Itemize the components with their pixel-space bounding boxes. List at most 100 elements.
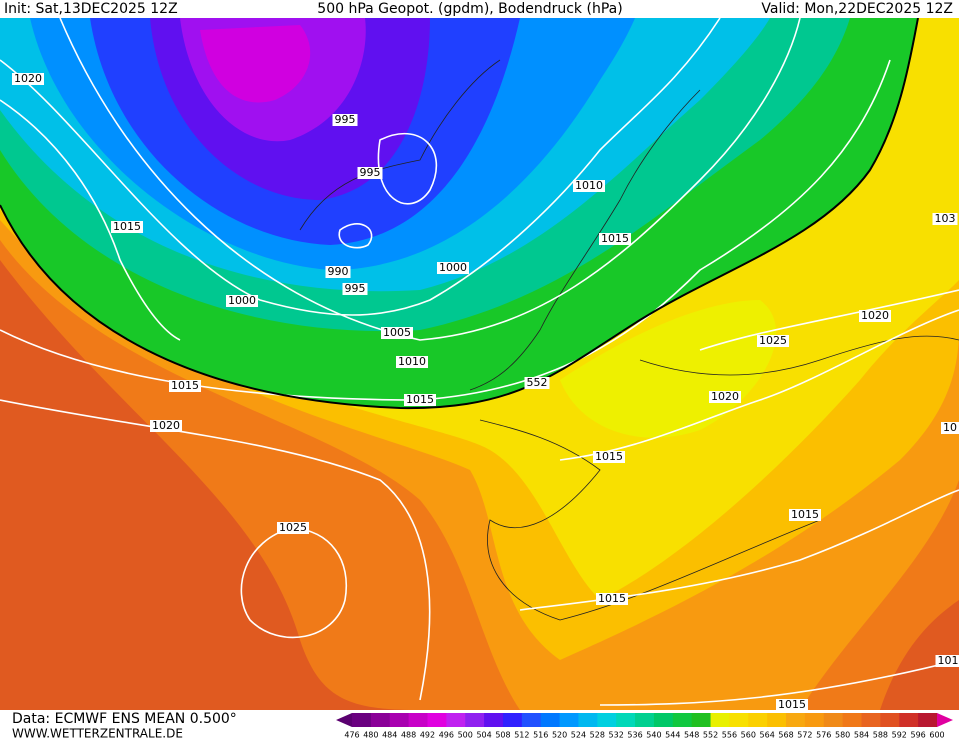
- isobar-label-box: [404, 394, 436, 406]
- colorbar-label: 540: [646, 731, 661, 740]
- isobar-label: 1025: [759, 334, 787, 347]
- colorbar-swatch: [484, 713, 504, 727]
- isobar-label-box: [573, 180, 605, 192]
- colorbar-arrow: [937, 713, 953, 727]
- isobar-label: 1015: [113, 220, 141, 233]
- isobar-label: 990: [328, 265, 349, 278]
- colorbar-swatch: [465, 713, 485, 727]
- isobar-label-box: [12, 73, 44, 85]
- colorbar-swatch: [804, 713, 825, 727]
- isobar-label-box: [789, 509, 821, 521]
- isobar-label-box: [524, 377, 550, 389]
- isobar-label: 995: [360, 166, 381, 179]
- isobar-label: 1000: [439, 261, 467, 274]
- map-title: 500 hPa Geopot. (gpdm), Bodendruck (hPa): [317, 1, 622, 17]
- colorbar-label: 512: [514, 731, 529, 740]
- colorbar-swatch: [861, 713, 881, 727]
- isobar-label: 1015: [595, 450, 623, 463]
- colorbar-label: 544: [665, 731, 680, 740]
- isobar-label: 101: [938, 654, 959, 667]
- colorbar-swatch: [446, 713, 466, 727]
- colorbar-swatch: [899, 713, 919, 727]
- isobar-label: 1020: [861, 309, 889, 322]
- colorbar-label: 488: [401, 731, 416, 740]
- colorbar-label: 596: [910, 731, 925, 740]
- isobar-label: 1015: [601, 232, 629, 245]
- isobar-label-box: [169, 380, 201, 392]
- isobar-label-box: [357, 167, 383, 179]
- colorbar-swatch: [842, 713, 863, 727]
- colorbar-swatch: [389, 713, 410, 727]
- isobar-label-box: [709, 391, 741, 403]
- isobar-label: 1010: [575, 179, 603, 192]
- colorbar-label: 548: [684, 731, 699, 740]
- colorbar-label: 584: [854, 731, 869, 740]
- colorbar-swatch: [786, 713, 806, 727]
- colorbar-swatch: [880, 713, 900, 727]
- isobar-labels: 1020 1015 995 995 990 995 1000 1000 1010 1015 1005…: [12, 72, 959, 711]
- colorbar-swatch: [427, 713, 447, 727]
- colorbar-label: 524: [571, 731, 586, 740]
- isobar-label: 1020: [14, 72, 42, 85]
- colorbar-swatch: [767, 713, 787, 727]
- colorbar-label: 516: [533, 731, 548, 740]
- colorbar-label: 560: [741, 731, 756, 740]
- colorbar-label: 520: [552, 731, 567, 740]
- colorbar-swatch: [521, 713, 542, 727]
- isobar-label: 1010: [398, 355, 426, 368]
- colorbar-arrow: [336, 713, 352, 727]
- colorbar-label: 492: [420, 731, 435, 740]
- isobar-label-box: [226, 295, 258, 307]
- colorbar: 476 480 484 488 492 496 500 504 508 512 516 520 524 5…: [336, 713, 953, 740]
- colorbar-swatch: [540, 713, 561, 727]
- colorbar-swatch: [918, 713, 938, 727]
- isobar-label-box: [941, 422, 959, 434]
- colorbar-label: 536: [627, 731, 642, 740]
- colorbar-swatch: [370, 713, 391, 727]
- isobar-label-box: [859, 310, 891, 322]
- colorbar-swatch: [408, 713, 428, 727]
- isobar-label: 1020: [711, 390, 739, 403]
- colorbar-label: 484: [382, 731, 397, 740]
- isobar-label: 1020: [152, 419, 180, 432]
- isobar-label: 103: [935, 212, 956, 225]
- isobar-label: 1015: [598, 592, 626, 605]
- isobar-label-box: [150, 420, 182, 432]
- isobar-label-box: [277, 522, 309, 534]
- isobar-label: 552: [527, 376, 548, 389]
- data-source: Data: ECMWF ENS MEAN 0.500°: [12, 711, 237, 727]
- colorbar-label: 592: [892, 731, 907, 740]
- colorbar-swatch: [653, 713, 674, 727]
- isobar-label: 995: [335, 113, 356, 126]
- colorbar-label: 480: [363, 731, 378, 740]
- isobar-label-box: [111, 221, 143, 233]
- colorbar-swatch: [578, 713, 598, 727]
- colorbar-swatch: [616, 713, 636, 727]
- isobar-label-box: [396, 356, 428, 368]
- isobar-label-box: [593, 451, 625, 463]
- isobar-label: 10: [943, 421, 957, 434]
- isobar-label-box: [325, 266, 351, 278]
- colorbar-label: 504: [476, 731, 491, 740]
- colorbar-swatch: [635, 713, 655, 727]
- colorbar-label: 556: [722, 731, 737, 740]
- isobar-label: 1015: [778, 698, 806, 711]
- isobar-label-box: [381, 327, 413, 339]
- site-url: WWW.WETTERZENTRALE.DE: [12, 727, 183, 741]
- colorbar-label: 572: [797, 731, 812, 740]
- colorbar-label: 580: [835, 731, 850, 740]
- colorbar-label: 508: [495, 731, 510, 740]
- colorbar-swatch: [352, 713, 372, 727]
- colorbar-label: 532: [609, 731, 624, 740]
- colorbar-swatch: [597, 713, 617, 727]
- colorbar-label: 476: [344, 731, 359, 740]
- isobar-label-box: [757, 335, 789, 347]
- isobar-label-box: [932, 213, 958, 225]
- colorbar-swatch: [823, 713, 844, 727]
- map-field: [0, 18, 959, 710]
- isobar-label-box: [342, 283, 368, 295]
- colorbar-label: 576: [816, 731, 831, 740]
- isobar-label: 1015: [171, 379, 199, 392]
- isobar-label: 995: [345, 282, 366, 295]
